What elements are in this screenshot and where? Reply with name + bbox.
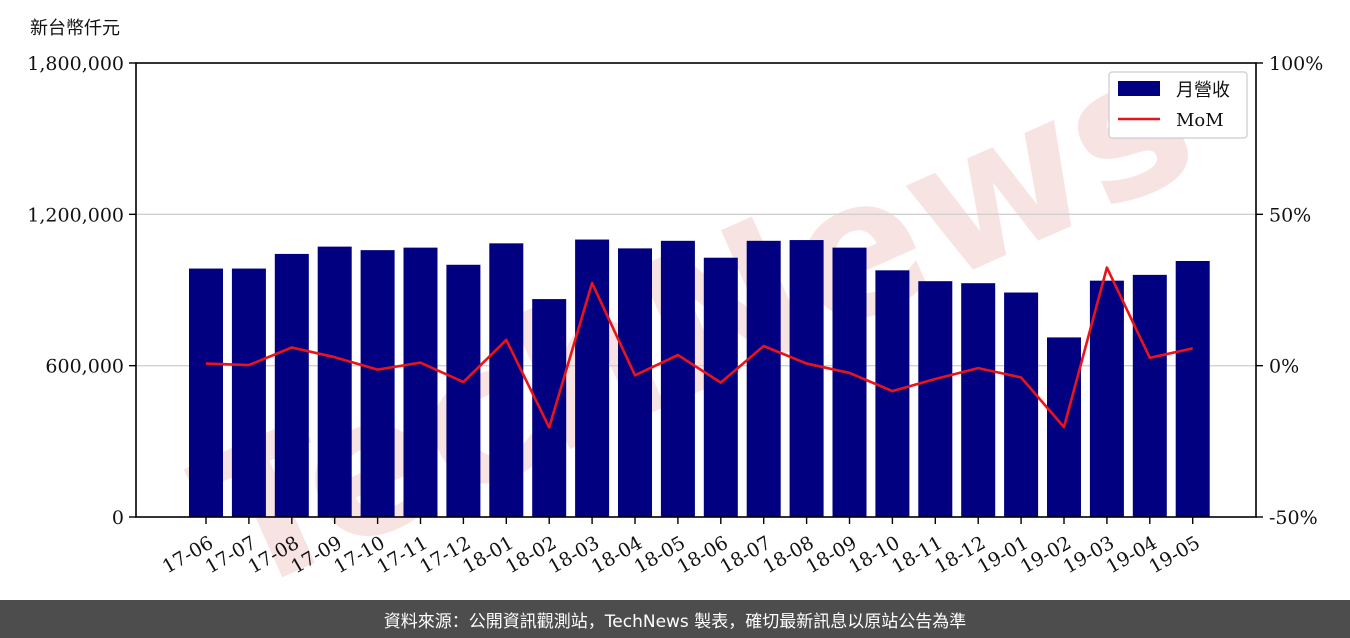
bar-18-02 [532,299,567,517]
bar-18-04 [618,248,652,517]
bar-18-09 [832,247,867,518]
chart-svg: TechNews0600,0001,200,0001,800,000-50%0%… [27,5,1323,600]
bar-17-07 [231,268,266,517]
bar-17-09 [317,246,352,517]
right-tick-label: 100% [1269,53,1323,75]
right-tick-label: 0% [1269,356,1299,378]
left-tick-label: 1,800,000 [27,53,124,75]
bar-18-06 [703,257,738,517]
bar-17-12 [446,264,481,517]
plot-frame [135,62,1257,518]
bar-17-08 [274,253,309,517]
bar-18-08 [789,240,824,517]
bar-18-07 [746,240,781,518]
bar-19-05 [1175,260,1210,517]
legend-swatch-bar [1118,81,1160,96]
bar-18-12 [961,283,996,517]
bar-18-03 [575,239,610,518]
y-axis-unit-label: 新台幣仟元 [30,18,120,39]
bar-17-10 [360,250,395,517]
bar-18-10 [875,270,910,517]
footer-source-note: 資料來源：公開資訊觀測站，TechNews 製表，確切最新訊息以原站公告為準 [0,600,1350,638]
bar-18-05 [660,240,695,518]
chart: TechNews 0 600,000 1,200,000 1,800,000 -50% 0%… [27,5,1323,600]
right-tick-label: -50% [1269,507,1318,529]
mom-line [205,266,1193,429]
bar-17-11 [403,247,438,518]
bar-18-11 [918,281,953,517]
bar-17-06 [189,268,223,517]
right-tick-label: 50% [1269,204,1311,226]
left-tick-label: 1,200,000 [27,204,124,226]
legend: 月營收 MoM [1108,71,1248,139]
legend-label-line: MoM [1176,110,1224,131]
bar-19-04 [1132,274,1167,517]
left-tick-label: 0 [112,507,124,529]
left-tick-label: 600,000 [45,356,124,378]
x-tick-label: 19-05 [1145,532,1203,578]
bar-19-01 [1004,292,1039,517]
bar-19-03 [1089,280,1124,517]
legend-label-bar: 月營收 [1176,80,1230,101]
bar-18-01 [489,243,524,518]
